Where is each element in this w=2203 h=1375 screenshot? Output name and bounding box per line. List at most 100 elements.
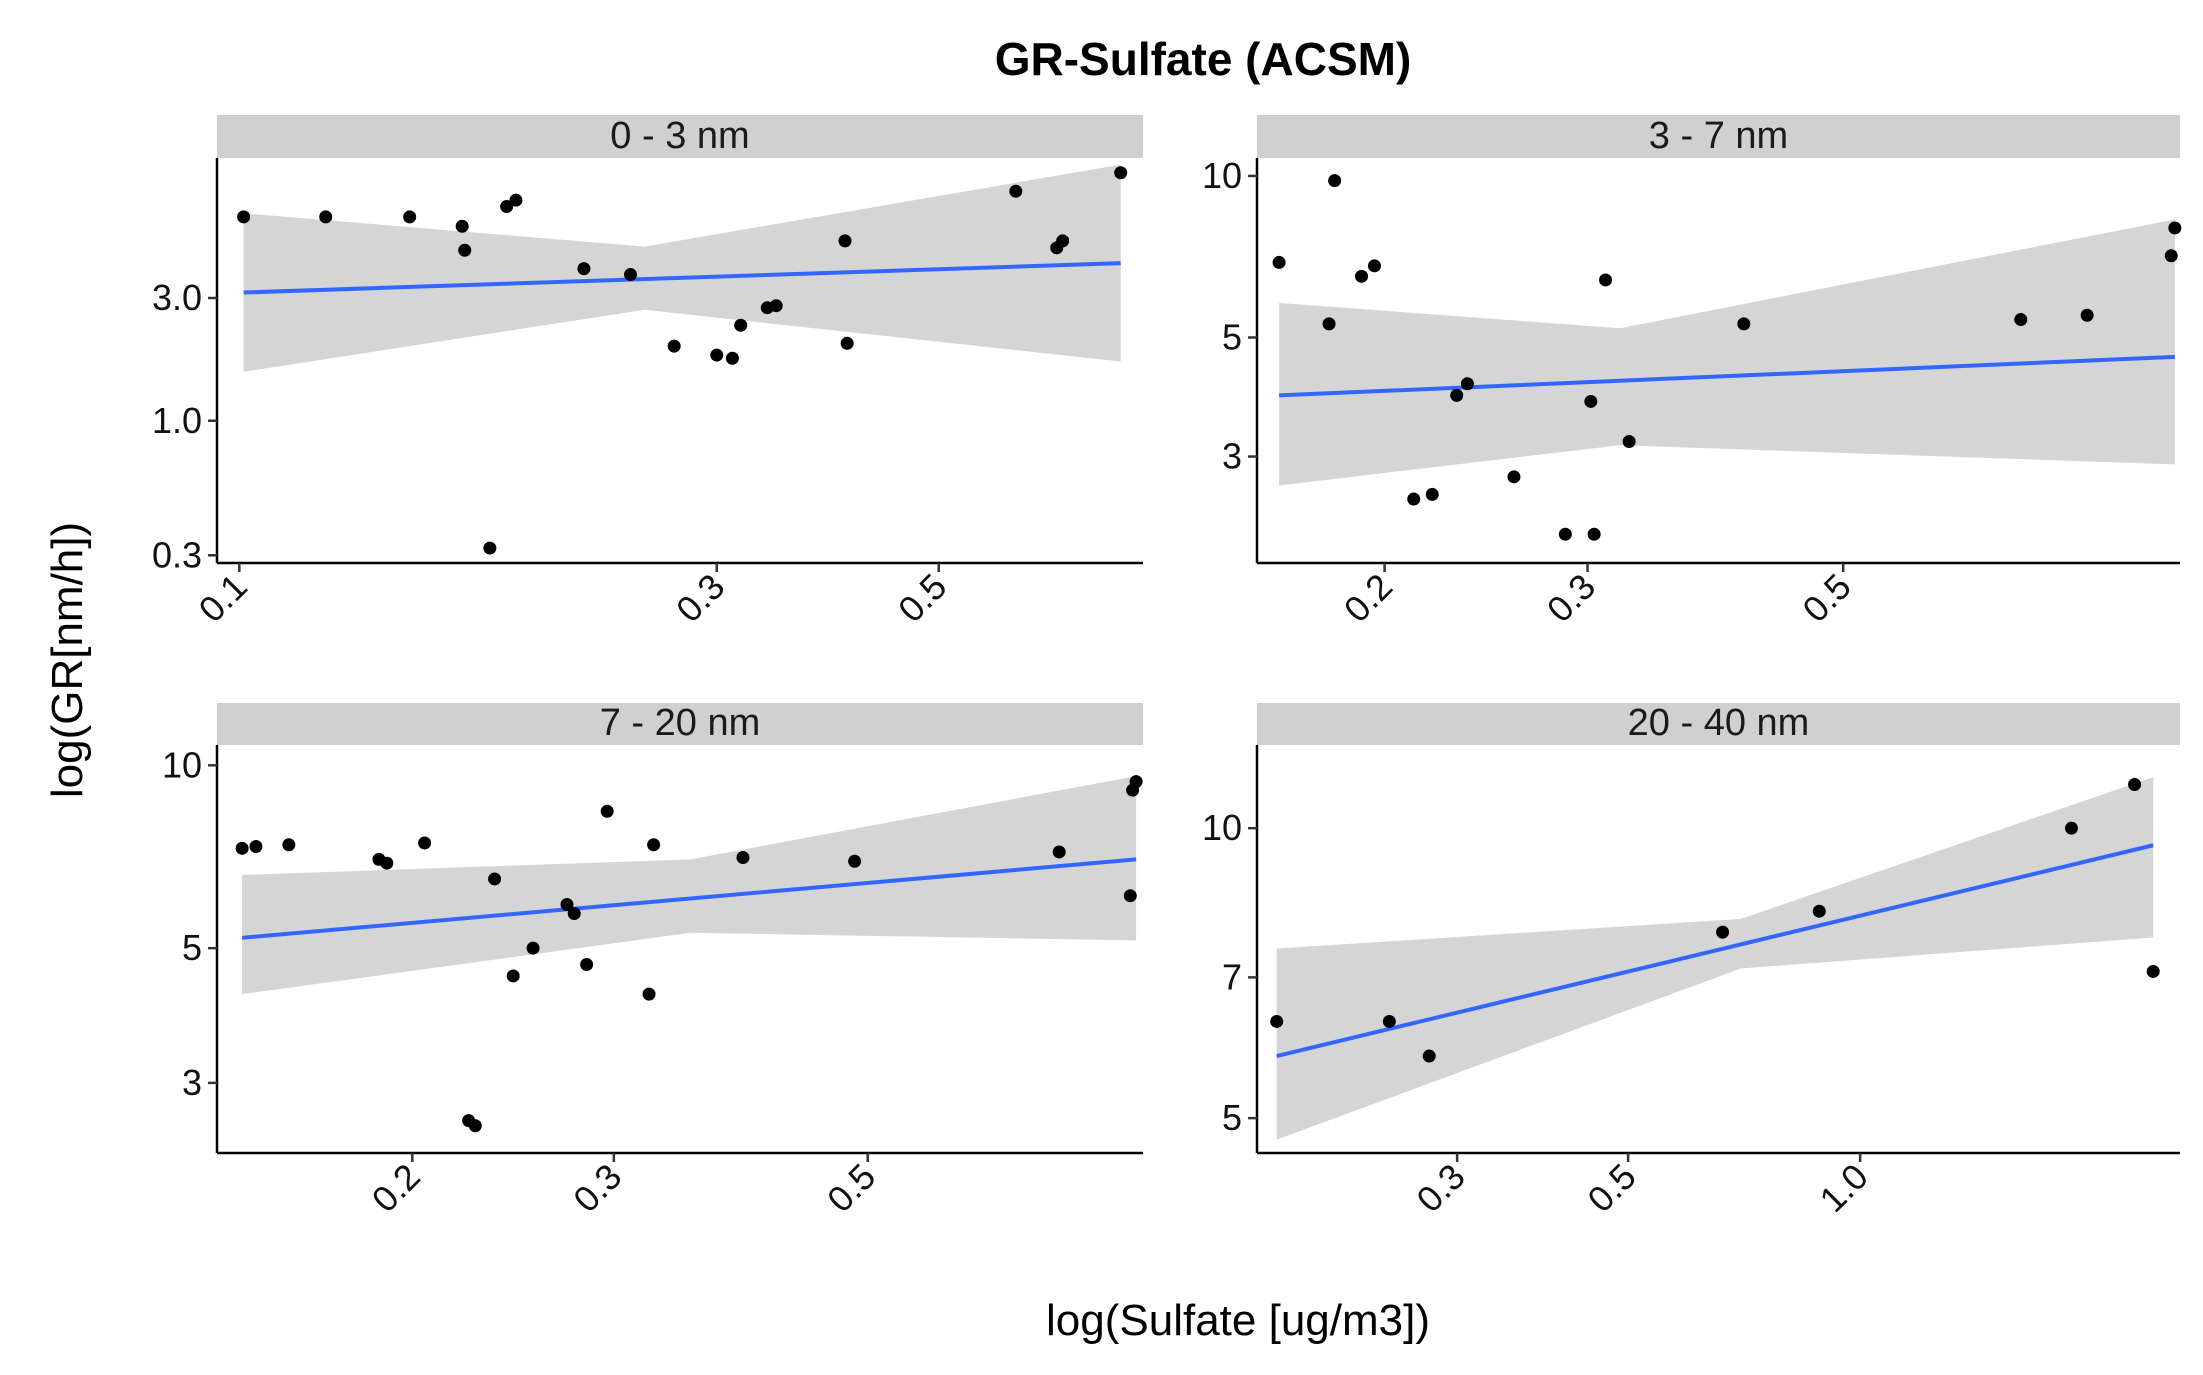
data-point: [725, 351, 739, 365]
x-tick-label: 0.2: [364, 1156, 428, 1220]
facet-strip-label: 3 - 7 nm: [1649, 115, 1788, 157]
data-point: [2168, 221, 2182, 235]
data-point: [282, 838, 296, 852]
data-point: [647, 838, 661, 852]
data-point: [483, 541, 497, 555]
data-point: [2064, 821, 2078, 835]
data-point: [1114, 166, 1128, 180]
data-point: [567, 907, 581, 921]
x-tick-label: 0.5: [890, 566, 954, 630]
y-tick-label: 5: [182, 927, 202, 968]
data-point: [577, 262, 591, 276]
regression-line: [243, 261, 1121, 295]
data-point: [848, 854, 862, 868]
facet-strip-background: [217, 115, 1143, 158]
y-tick-label: 1.0: [152, 400, 202, 441]
y-axis-title: log(GR[nm/h]): [43, 522, 92, 798]
data-point: [1407, 492, 1421, 506]
data-point: [1450, 388, 1464, 402]
x-tick-label: 0.3: [1539, 566, 1603, 630]
data-point: [1425, 487, 1439, 501]
data-point: [455, 219, 469, 233]
data-point: [509, 193, 523, 207]
data-point: [235, 841, 249, 855]
data-point: [1587, 527, 1601, 541]
facet-strip-background: [1257, 703, 2180, 745]
x-tick-label: 0.3: [565, 1156, 629, 1220]
data-point: [1052, 845, 1066, 859]
regression-line: [1276, 843, 2154, 1058]
data-point: [1716, 925, 1730, 939]
y-tick-label: 3.0: [152, 277, 202, 318]
data-point: [458, 243, 472, 257]
y-tick-label: 3: [1222, 436, 1242, 477]
facet-strip-background: [1257, 115, 2180, 158]
data-point: [580, 957, 594, 971]
confidence-band: [242, 776, 1137, 995]
data-point: [380, 856, 394, 870]
data-point: [600, 804, 614, 818]
y-tick-label: 5: [1222, 316, 1242, 357]
data-point: [1009, 184, 1023, 198]
data-point: [840, 336, 854, 350]
data-point: [736, 851, 750, 865]
confidence-band: [243, 164, 1121, 372]
data-point: [769, 299, 783, 313]
confidence-band: [1279, 219, 2175, 486]
data-point: [1422, 1049, 1436, 1063]
data-point: [1599, 273, 1613, 287]
facet-strip-label: 0 - 3 nm: [610, 115, 749, 157]
data-point: [249, 840, 263, 854]
data-point: [2080, 308, 2094, 322]
x-tick-label: 0.2: [1336, 566, 1400, 630]
regression-line: [1279, 354, 2175, 398]
data-point: [500, 200, 514, 214]
y-tick-label: 0.3: [152, 534, 202, 575]
data-point: [623, 268, 637, 282]
data-point: [1129, 775, 1143, 789]
data-point: [1270, 1014, 1284, 1028]
facet-panel-2: 3 - 7 nm 3 5 10 0.2 0.3 0.5: [1202, 115, 2182, 630]
data-point: [2128, 778, 2142, 792]
data-point: [1328, 174, 1342, 188]
x-tick-label: 0.3: [1408, 1156, 1472, 1220]
data-point: [1382, 1014, 1396, 1028]
data-point: [1367, 259, 1381, 273]
data-point: [1123, 889, 1137, 903]
data-point: [1737, 317, 1751, 331]
data-point: [319, 210, 333, 224]
facet-strip-label: 20 - 40 nm: [1628, 702, 1810, 744]
data-point: [1272, 255, 1286, 269]
y-tick-label: 3: [182, 1062, 202, 1103]
data-point: [1056, 234, 1070, 248]
y-tick-label: 5: [1222, 1097, 1242, 1138]
data-point: [403, 210, 417, 224]
data-point: [1622, 435, 1636, 449]
data-point: [734, 318, 748, 332]
x-axis-title: log(Sulfate [ug/m3]): [1046, 1296, 1430, 1345]
y-tick-label: 10: [1202, 807, 1242, 848]
x-tick-label: 0.5: [1794, 566, 1858, 630]
y-tick-label: 7: [1222, 956, 1242, 997]
data-point: [1812, 904, 1826, 918]
data-point: [526, 941, 540, 955]
data-point: [418, 836, 432, 850]
data-point: [1460, 377, 1474, 391]
data-point: [838, 234, 852, 248]
facet-panel-4: 20 - 40 nm 5 7 10 0.3 0.5 1.0: [1202, 702, 2180, 1220]
facet-strip-background: [217, 703, 1143, 745]
y-tick-label: 10: [1202, 155, 1242, 196]
x-tick-label: 0.3: [668, 566, 732, 630]
data-point: [642, 987, 656, 1001]
data-point: [506, 969, 520, 983]
x-tick-label: 0.5: [1579, 1156, 1643, 1220]
data-point: [237, 210, 251, 224]
x-tick-label: 0.5: [819, 1156, 883, 1220]
y-tick-label: 10: [162, 744, 202, 785]
data-point: [710, 348, 724, 362]
data-point: [1558, 527, 1572, 541]
data-point: [2164, 249, 2178, 263]
facet-strip-label: 7 - 20 nm: [600, 702, 761, 744]
data-point: [468, 1119, 482, 1133]
